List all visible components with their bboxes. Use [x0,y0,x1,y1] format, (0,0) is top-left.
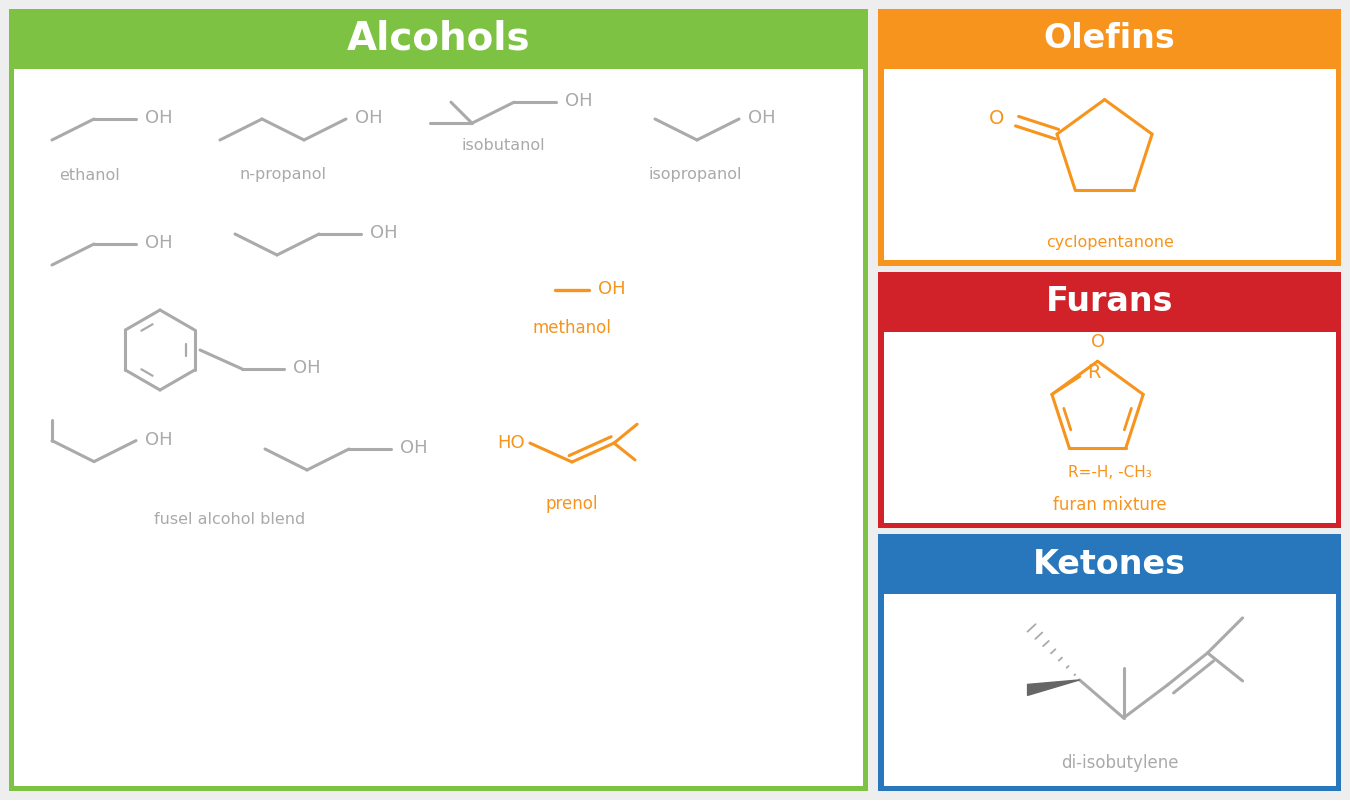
Text: OH: OH [598,280,625,298]
Text: O: O [988,109,1004,127]
Text: fusel alcohol blend: fusel alcohol blend [154,513,305,527]
Text: OH: OH [566,92,593,110]
Text: OH: OH [146,430,173,449]
Polygon shape [1027,680,1080,695]
Text: Alcohols: Alcohols [347,20,531,58]
Text: furan mixture: furan mixture [1053,496,1166,514]
Text: OH: OH [146,109,173,127]
Text: OH: OH [370,224,398,242]
FancyBboxPatch shape [9,9,868,791]
Text: isobutanol: isobutanol [462,138,545,154]
FancyBboxPatch shape [884,69,1335,260]
Text: n-propanol: n-propanol [239,167,327,182]
FancyBboxPatch shape [878,9,1341,266]
Text: ethanol: ethanol [59,167,120,182]
Text: cyclopentanone: cyclopentanone [1046,234,1173,250]
FancyBboxPatch shape [884,594,1335,786]
Text: isopropanol: isopropanol [648,167,741,182]
Text: Olefins: Olefins [1044,22,1176,55]
FancyBboxPatch shape [15,69,863,786]
Text: prenol: prenol [545,495,598,513]
Text: O: O [1091,334,1104,351]
Text: HO: HO [497,434,525,452]
Text: R: R [1087,363,1100,382]
Text: Ketones: Ketones [1033,548,1187,581]
FancyBboxPatch shape [884,332,1335,523]
Text: R=-H, -CH₃: R=-H, -CH₃ [1068,466,1152,480]
Text: OH: OH [146,234,173,252]
Text: OH: OH [748,109,776,127]
Text: OH: OH [400,439,428,457]
FancyBboxPatch shape [878,534,1341,791]
Text: methanol: methanol [532,319,612,337]
Text: OH: OH [355,109,383,127]
Text: di-isobutylene: di-isobutylene [1061,754,1179,773]
Text: OH: OH [293,359,321,377]
Text: Furans: Furans [1046,285,1173,318]
FancyBboxPatch shape [878,272,1341,528]
